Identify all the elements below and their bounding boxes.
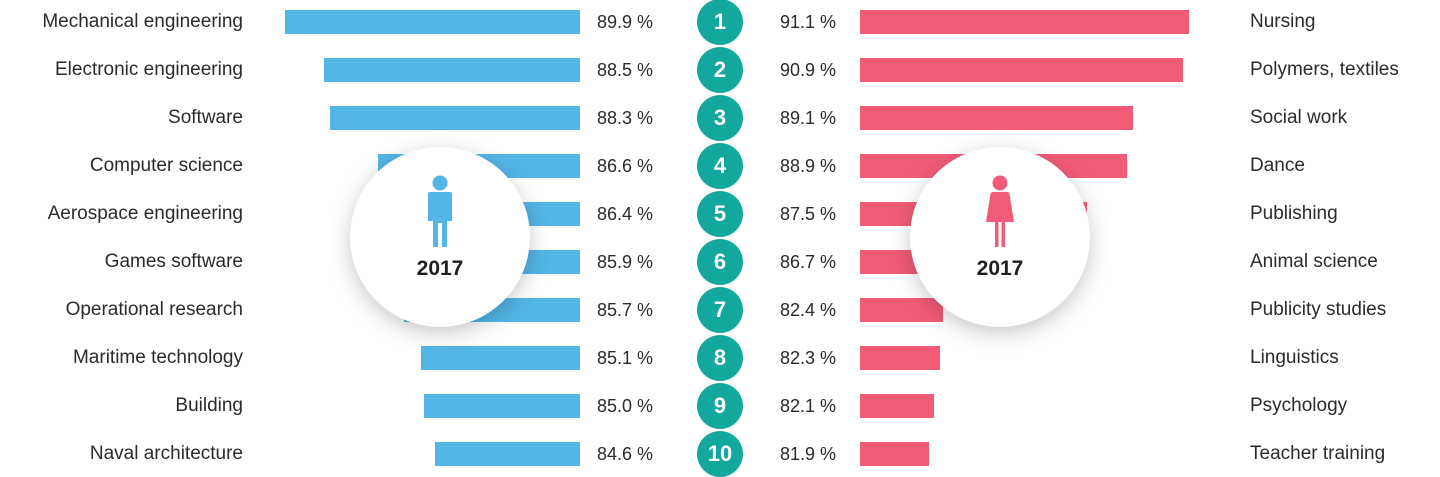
- male-year-badge: 2017: [350, 147, 530, 327]
- rank-badge: 10: [697, 431, 743, 477]
- male-category-label: Building: [175, 395, 243, 416]
- female-category-label: Publishing: [1250, 203, 1338, 224]
- male-value-label: 85.1 %: [597, 348, 654, 368]
- female-value-label: 82.1 %: [780, 396, 837, 416]
- female-bar: [860, 106, 1133, 130]
- male-person-icon: [428, 175, 452, 247]
- male-value-label: 85.7 %: [597, 300, 654, 320]
- male-value-label: 86.4 %: [597, 204, 654, 224]
- female-value-label: 82.4 %: [780, 300, 837, 320]
- female-bar: [860, 298, 943, 322]
- female-value-label: 91.1 %: [780, 12, 837, 32]
- female-category-label: Dance: [1250, 155, 1305, 176]
- female-category-label: Psychology: [1250, 395, 1348, 416]
- male-value-label: 89.9 %: [597, 12, 654, 32]
- rank-badge: 2: [697, 47, 743, 93]
- female-value-label: 81.9 %: [780, 444, 837, 464]
- male-category-label: Aerospace engineering: [47, 203, 243, 224]
- female-value-label: 90.9 %: [780, 60, 837, 80]
- female-person-icon: [986, 175, 1014, 247]
- female-category-label: Social work: [1250, 107, 1348, 128]
- male-category-label: Mechanical engineering: [42, 11, 243, 32]
- male-category-label: Computer science: [89, 155, 243, 176]
- male-bar: [420, 346, 580, 370]
- female-category-label: Animal science: [1250, 251, 1378, 272]
- male-bar: [434, 442, 580, 466]
- female-year-badge: 2017: [910, 147, 1090, 327]
- female-value-label: 88.9 %: [780, 156, 837, 176]
- male-category-label: Naval architecture: [89, 443, 243, 464]
- male-bar: [324, 58, 580, 82]
- female-bar: [860, 10, 1190, 34]
- male-category-label: Software: [168, 107, 243, 128]
- rank-badge: 5: [697, 191, 743, 237]
- male-value-label: 85.9 %: [597, 252, 654, 272]
- female-bar: [860, 442, 929, 466]
- female-bar: [860, 58, 1184, 82]
- year-label: 2017: [976, 257, 1024, 280]
- female-category-label: Nursing: [1250, 11, 1316, 32]
- female-category-label: Polymers, textiles: [1250, 59, 1399, 80]
- female-category-label: Linguistics: [1250, 347, 1339, 368]
- female-category-label: Publicity studies: [1250, 299, 1387, 320]
- female-bar: [860, 394, 935, 418]
- rank-badge: 6: [697, 239, 743, 285]
- male-bar: [423, 394, 580, 418]
- female-category-label: Teacher training: [1250, 443, 1386, 464]
- male-category-label: Games software: [104, 251, 243, 272]
- rank-badge: 8: [697, 335, 743, 381]
- male-category-label: Maritime technology: [72, 347, 243, 368]
- rank-badge: 9: [697, 383, 743, 429]
- rank-badge: 1: [697, 0, 743, 45]
- female-value-label: 87.5 %: [780, 204, 837, 224]
- male-value-label: 84.6 %: [597, 444, 654, 464]
- male-category-label: Electronic engineering: [54, 59, 243, 80]
- year-label: 2017: [416, 257, 464, 280]
- female-bar: [860, 346, 941, 370]
- male-value-label: 86.6 %: [597, 156, 654, 176]
- female-value-label: 89.1 %: [780, 108, 837, 128]
- male-value-label: 85.0 %: [597, 396, 654, 416]
- male-bar: [284, 10, 580, 34]
- female-value-label: 86.7 %: [780, 252, 837, 272]
- female-value-label: 82.3 %: [780, 348, 837, 368]
- rank-badge: 4: [697, 143, 743, 189]
- male-value-label: 88.3 %: [597, 108, 654, 128]
- male-category-label: Operational research: [65, 299, 243, 320]
- rank-badge: 7: [697, 287, 743, 333]
- rank-badge: 3: [697, 95, 743, 141]
- male-bar: [330, 106, 580, 130]
- male-value-label: 88.5 %: [597, 60, 654, 80]
